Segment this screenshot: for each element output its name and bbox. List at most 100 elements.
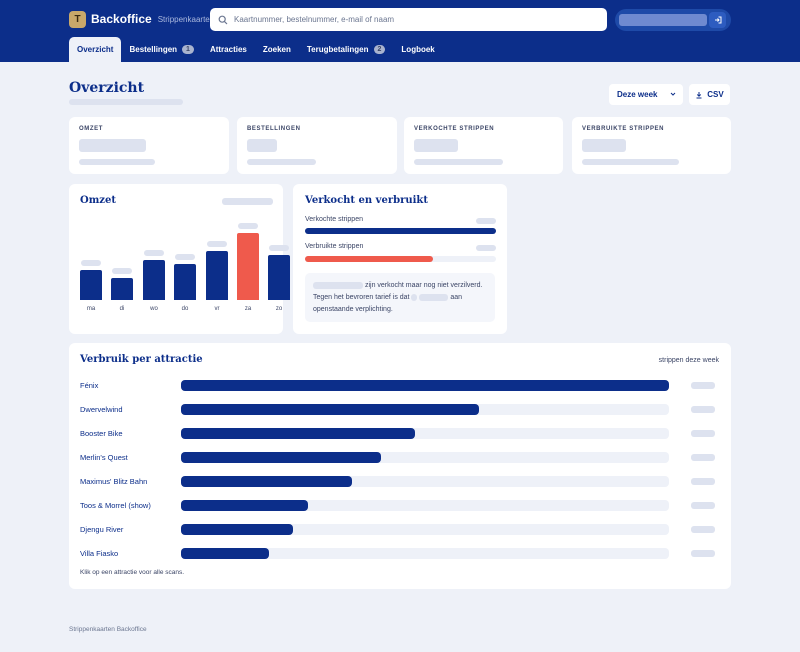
attraction-usage-track [181, 524, 669, 535]
attraction-link[interactable]: Villa Fiasko [80, 549, 119, 558]
revenue-bar [237, 233, 259, 300]
attraction-usage-bar [181, 476, 352, 487]
attraction-value-placeholder [691, 502, 715, 509]
attraction-usage-track [181, 452, 669, 463]
search-input[interactable] [234, 15, 594, 24]
revenue-day-label: vr [214, 306, 220, 312]
attraction-link[interactable]: Maximus' Blitz Bahn [80, 477, 148, 486]
kpi-label: VERKOCHTE STRIPPEN [414, 126, 495, 132]
attraction-link[interactable]: Djengu River [80, 525, 124, 534]
app-logo: T [69, 10, 86, 28]
revenue-day-label: za [244, 306, 252, 312]
used-label: Verbruikte strippen [305, 243, 364, 250]
used-value-placeholder [476, 245, 496, 251]
amount-placeholder [313, 281, 363, 289]
sold-progress-fill [305, 228, 496, 234]
tab-attracties[interactable]: Attracties [209, 45, 247, 54]
attraction-usage-track [181, 548, 669, 559]
csv-label: CSV [707, 90, 724, 99]
app-subtitle: Strippenkaarten [157, 14, 215, 24]
revenue-day-label: zo [275, 306, 283, 312]
sold-used-card: Verkocht en verbruikt Verkochte strippen… [293, 184, 507, 334]
tab-badge: 1 [182, 45, 194, 54]
attraction-link[interactable]: Merlin's Quest [80, 453, 128, 462]
revenue-bar-value-placeholder [175, 254, 195, 260]
app-name: Backoffice [91, 12, 152, 26]
tab-zoeken[interactable]: Zoeken [262, 45, 291, 54]
revenue-bar [143, 260, 165, 300]
period-select[interactable]: Deze week [609, 84, 683, 105]
used-progress-fill [305, 256, 433, 262]
kpi-meta-placeholder [582, 159, 679, 165]
revenue-bar-value-placeholder [238, 223, 258, 229]
amount-placeholder [411, 293, 418, 301]
liability-note: zijn verkocht maar nog niet verzilverd. … [305, 273, 495, 322]
revenue-title: Omzet [80, 195, 116, 206]
page-title: Overzicht [69, 80, 145, 96]
attraction-usage-track [181, 404, 669, 415]
attraction-usage-bar [181, 428, 416, 439]
attraction-usage-track [181, 500, 669, 511]
revenue-day-label: wo [150, 306, 158, 312]
attraction-link[interactable]: Fénix [80, 381, 99, 390]
logout-button[interactable] [709, 12, 726, 28]
search-box[interactable] [210, 8, 607, 31]
revenue-bar-chart: ma di wo do vr za zo [69, 184, 290, 334]
sold-label: Verkochte strippen [305, 216, 363, 223]
attraction-link[interactable]: Booster Bike [80, 429, 123, 438]
revenue-day-label: do [181, 306, 189, 312]
kpi-card-verbruikte-strippen: VERBRUIKTE STRIPPEN [572, 117, 731, 174]
attraction-value-placeholder [691, 382, 715, 389]
logout-icon [714, 16, 721, 24]
search-icon [218, 15, 228, 24]
csv-export-button[interactable]: CSV [689, 84, 730, 105]
attraction-usage-bar [181, 380, 669, 391]
main-tabs: Overzicht Bestellingen 1 Attracties Zoeke… [69, 37, 443, 62]
amount-placeholder [419, 293, 449, 301]
tab-terugbetalingen[interactable]: Terugbetalingen 2 [299, 37, 394, 62]
kpi-value-placeholder [414, 139, 458, 152]
tab-bestellingen[interactable]: Bestellingen 1 [121, 37, 201, 62]
attraction-link[interactable]: Dwervelwind [80, 405, 123, 414]
revenue-bar [174, 264, 196, 300]
usage-hint: Klik op een attractie voor alle scans. [80, 569, 185, 576]
revenue-bar-value-placeholder [112, 268, 132, 274]
attraction-value-placeholder [691, 454, 715, 461]
attraction-value-placeholder [691, 430, 715, 437]
user-name-placeholder[interactable] [619, 14, 707, 26]
kpi-card-bestellingen: BESTELLINGEN [237, 117, 397, 174]
attraction-usage-bar [181, 500, 308, 511]
attraction-value-placeholder [691, 478, 715, 485]
attraction-usage-track [181, 428, 669, 439]
sold-used-title: Verkocht en verbruikt [305, 195, 428, 206]
user-menu [615, 9, 731, 31]
attraction-usage-bar [181, 452, 382, 463]
attraction-usage-bar [181, 548, 269, 559]
revenue-bar-value-placeholder [144, 250, 164, 256]
kpi-meta-placeholder [247, 159, 316, 165]
kpi-value-placeholder [79, 139, 146, 152]
note-text-1: zijn verkocht maar nog niet verzilverd. … [313, 282, 483, 301]
attraction-value-placeholder [691, 406, 715, 413]
footer-text: Strippenkaarten Backoffice [69, 626, 147, 633]
revenue-bar-value-placeholder [207, 241, 227, 247]
brand[interactable]: T Backoffice Strippenkaarten [69, 10, 214, 28]
kpi-meta-placeholder [414, 159, 503, 165]
revenue-bar [80, 270, 102, 300]
attraction-link[interactable]: Toos & Morrel (show) [80, 501, 151, 510]
kpi-card-verkochte-strippen: VERKOCHTE STRIPPEN [404, 117, 563, 174]
usage-title: Verbruik per attractie [80, 354, 203, 365]
revenue-bar [268, 255, 290, 300]
subtitle-placeholder [69, 99, 183, 105]
attraction-usage-bar [181, 524, 294, 535]
kpi-meta-placeholder [79, 159, 155, 165]
download-icon [696, 91, 702, 98]
sold-value-placeholder [476, 218, 496, 224]
tab-logboek[interactable]: Logboek [401, 45, 435, 54]
tab-overzicht[interactable]: Overzicht [69, 37, 122, 62]
revenue-bar-value-placeholder [81, 260, 101, 266]
chevron-down-icon [670, 92, 676, 96]
attraction-value-placeholder [691, 526, 715, 533]
revenue-day-label: di [119, 306, 125, 312]
top-bar: T Backoffice Strippenkaarten Overzicht B… [0, 0, 800, 62]
